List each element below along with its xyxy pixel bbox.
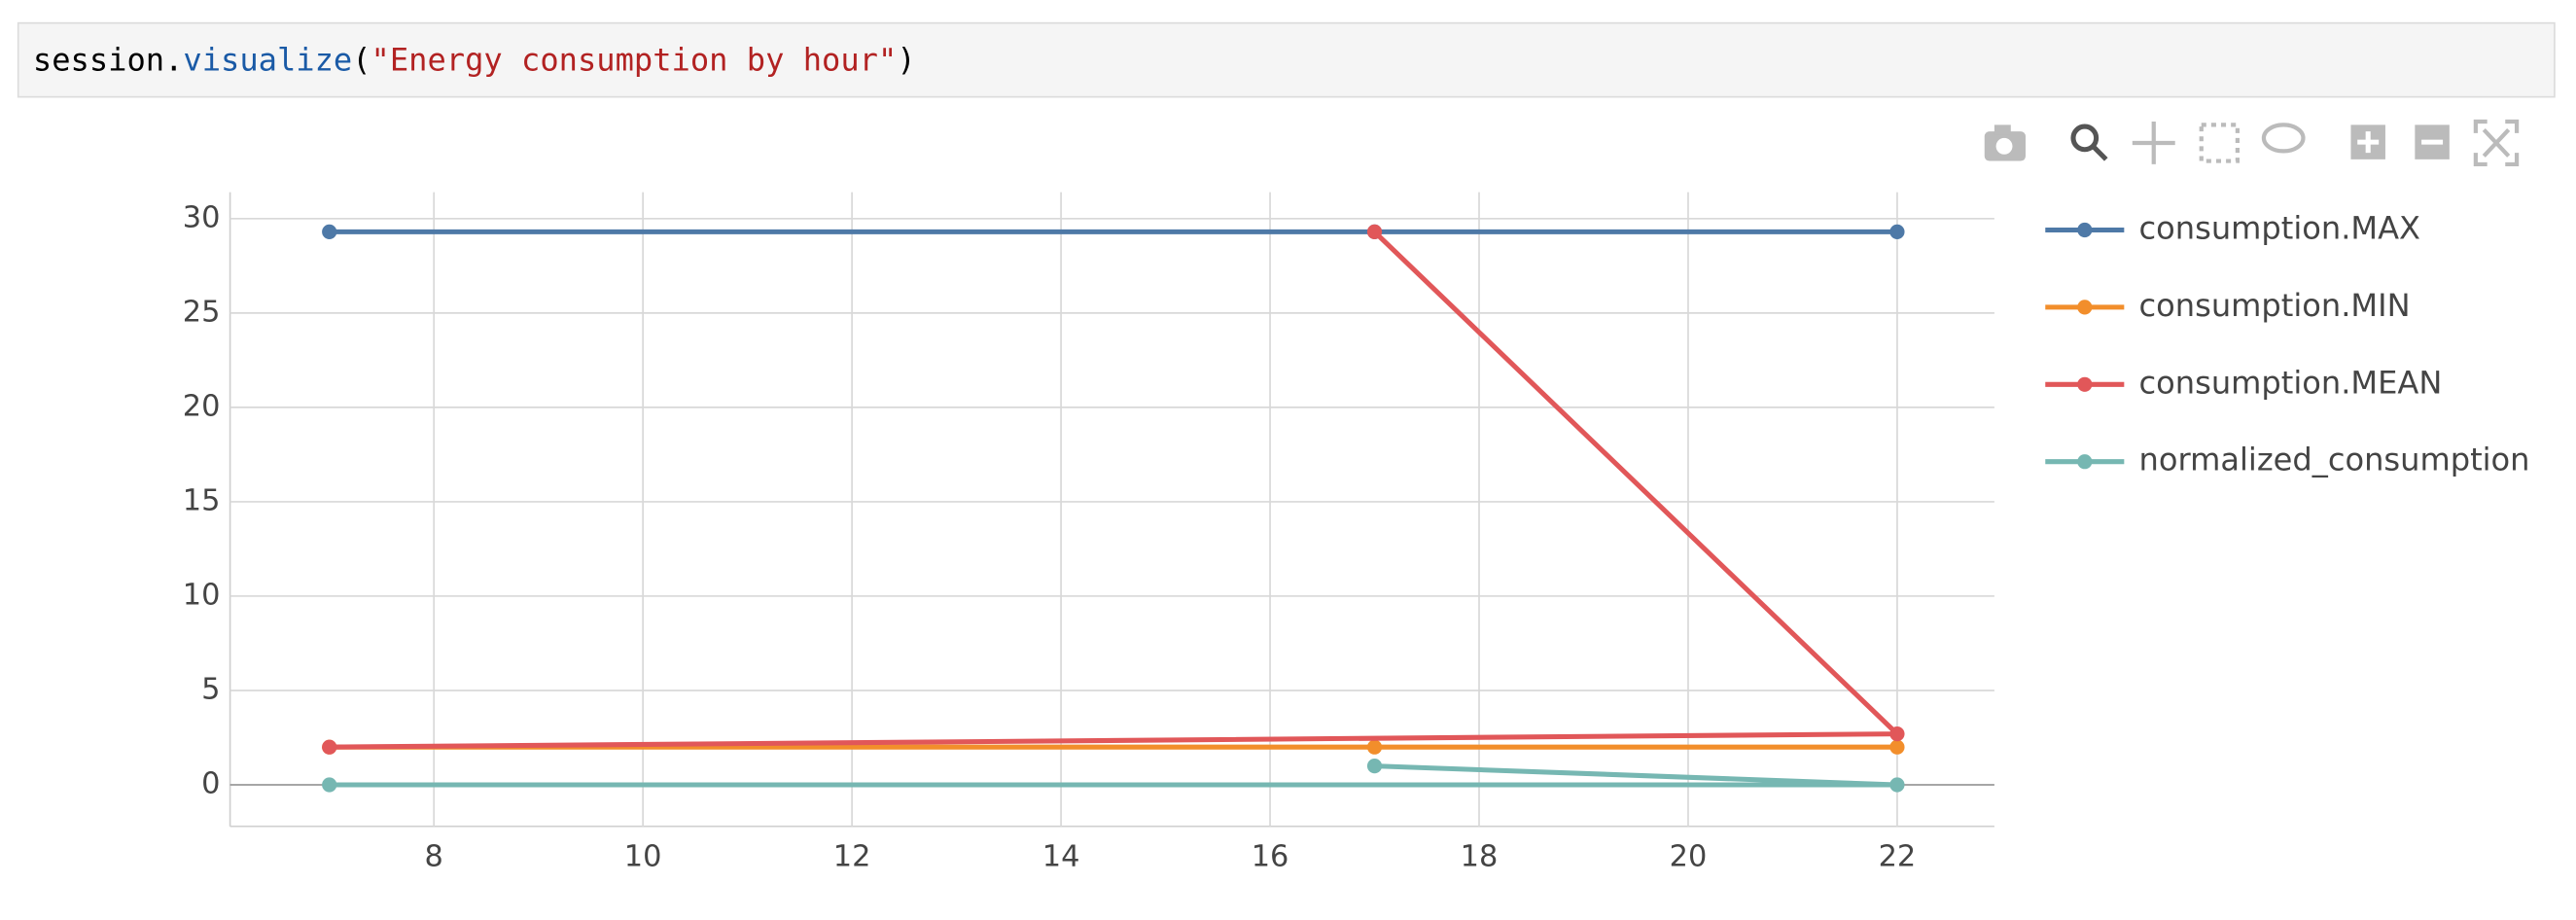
y-tick-label: 30 — [183, 200, 221, 234]
series-line — [329, 230, 1904, 750]
x-tick-label: 16 — [1252, 839, 1289, 873]
data-point — [1889, 726, 1905, 742]
modebar — [1984, 119, 2520, 167]
y-tick-label: 0 — [201, 767, 220, 801]
legend-label: normalized_consumption — [2139, 442, 2530, 478]
data-point — [1366, 739, 1383, 755]
code-cell[interactable] — [17, 21, 2556, 98]
legend-marker — [2077, 454, 2093, 470]
legend-marker — [2077, 376, 2093, 392]
data-point — [322, 224, 337, 240]
code-token: visualize — [183, 42, 352, 79]
lasso-button[interactable] — [2261, 123, 2306, 154]
series-line — [329, 763, 1898, 788]
y-tick-label: 5 — [201, 672, 220, 706]
data-point — [322, 777, 337, 793]
x-tick-label: 12 — [833, 839, 871, 873]
x-tick-label: 22 — [1879, 839, 1917, 873]
autoscale-button[interactable] — [2473, 119, 2520, 167]
data-point — [322, 739, 337, 755]
legend-label: consumption.MAX — [2139, 209, 2421, 246]
zoom-out-button[interactable] — [2415, 124, 2450, 159]
y-tick-label: 25 — [183, 295, 221, 329]
code-text: session.visualize("Energy consumption by… — [33, 42, 916, 79]
zoom-button[interactable] — [2070, 124, 2108, 161]
camera-button[interactable] — [1984, 124, 2026, 161]
code-token: ( — [352, 42, 371, 79]
y-tick-label: 15 — [183, 483, 221, 517]
y-tick-label: 20 — [183, 389, 221, 423]
data-point — [1889, 777, 1905, 793]
legend-label: consumption.MIN — [2139, 287, 2411, 324]
legend-marker — [2077, 300, 2093, 315]
y-tick-label: 10 — [183, 578, 221, 612]
box-select-button[interactable] — [2199, 123, 2241, 163]
x-tick-label: 18 — [1461, 839, 1499, 873]
pan-button[interactable] — [2132, 122, 2175, 164]
x-tick-label: 20 — [1670, 839, 1708, 873]
zoom-in-button[interactable] — [2350, 124, 2385, 159]
data-point — [1366, 224, 1383, 240]
x-tick-label: 14 — [1042, 839, 1080, 873]
legend-label: consumption.MEAN — [2139, 364, 2443, 401]
data-point — [1366, 759, 1383, 774]
code-token: session. — [33, 42, 184, 79]
legend-marker — [2077, 222, 2093, 238]
data-point — [1889, 739, 1905, 755]
data-point — [1889, 224, 1905, 240]
code-token: "Energy consumption by hour" — [371, 42, 898, 79]
code-token: ) — [897, 42, 915, 79]
x-tick-label: 8 — [425, 839, 443, 873]
x-tick-label: 10 — [624, 839, 662, 873]
